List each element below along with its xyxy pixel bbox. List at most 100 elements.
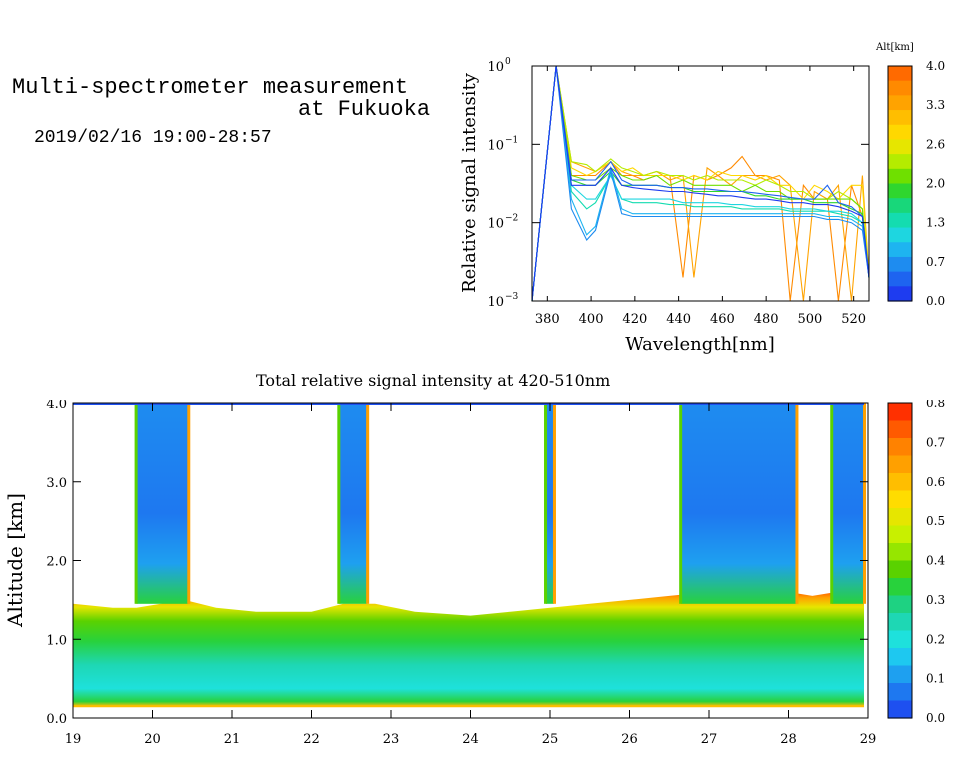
spectrum-series-line <box>531 65 870 302</box>
altitude-colorbar-segment <box>888 271 912 287</box>
intensity-colorbar-tick-label: 0.5 <box>926 514 945 528</box>
spectrum-series-line <box>531 65 870 302</box>
spectrum-x-tick-label: 520 <box>841 312 866 327</box>
heatmap-x-tick-label: 23 <box>383 732 400 747</box>
heatmap-x-tick-label: 27 <box>701 732 718 747</box>
heatmap-x-tick-label: 19 <box>65 732 82 747</box>
altitude-colorbar-tick-label: 4.0 <box>926 59 945 73</box>
high-signal-column <box>832 403 865 604</box>
altitude-colorbar-segment <box>888 286 912 302</box>
altitude-legend-title: Alt[km] <box>875 42 914 53</box>
heatmap-y-tick-label: 0.0 <box>46 712 67 727</box>
intensity-colorbar <box>888 403 912 719</box>
high-signal-column <box>136 403 189 604</box>
spectrum-series-line <box>531 65 870 302</box>
altitude-colorbar-segment <box>888 95 912 111</box>
heatmap-chart: 19 20 21 22 23 24 25 26 27 28 29 0.0 1.0 2.0 3.0 4.0 A… <box>3 400 945 747</box>
altitude-colorbar-segment <box>888 124 912 141</box>
high-signal-column-edge <box>337 403 341 604</box>
intensity-colorbar-segment <box>888 683 912 702</box>
heatmap-x-tick-label: 21 <box>224 732 241 747</box>
heatmap-y-tick-label: 3.0 <box>46 476 67 491</box>
spectrum-series-line <box>531 65 870 302</box>
page-title-line2: at Fukuoka <box>298 97 431 122</box>
high-signal-column-edge <box>830 403 834 604</box>
intensity-colorbar-tick-label: 0.2 <box>926 632 945 646</box>
spectrum-x-tick-label: 460 <box>710 312 735 327</box>
altitude-colorbar-segment <box>888 198 912 214</box>
spectrum-x-tick-label: 400 <box>579 312 604 327</box>
altitude-colorbar-tick-label: 0.0 <box>926 294 945 308</box>
altitude-colorbar-tick-label: 0.7 <box>926 255 945 269</box>
spectrum-y-tick-exponent: −3 <box>505 292 519 302</box>
intensity-colorbar-segment <box>888 560 912 579</box>
heatmap-x-ticks: 19 20 21 22 23 24 25 26 27 28 29 <box>65 403 877 747</box>
heatmap-x-tick-label: 22 <box>303 732 320 747</box>
altitude-colorbar-segment <box>888 212 912 229</box>
spectrum-y-tick-label: 10 <box>487 138 504 153</box>
heatmap-y-tick-label: 2.0 <box>46 555 67 570</box>
altitude-colorbar-segment <box>888 242 912 258</box>
spectrum-y-tick-exponent: 0 <box>505 57 511 67</box>
altitude-colorbar-segment <box>888 139 912 155</box>
intensity-colorbar-ticks: 0.8 0.7 0.6 0.5 0.4 0.3 0.2 0.1 0.0 <box>926 400 945 725</box>
intensity-colorbar-segment <box>888 508 912 527</box>
page-title-line1: Multi-spectrometer measurement <box>12 75 409 100</box>
altitude-colorbar-segment <box>888 227 912 243</box>
spectrum-frame <box>531 65 870 302</box>
altitude-colorbar <box>888 66 912 302</box>
intensity-colorbar-segment <box>888 490 912 509</box>
intensity-colorbar-segment <box>888 543 912 562</box>
intensity-colorbar-tick-label: 0.3 <box>926 593 945 607</box>
spectrum-series-line <box>531 65 870 302</box>
heatmap-x-tick-label: 26 <box>621 732 638 747</box>
spectrum-x-tick-label: 500 <box>798 312 823 327</box>
spectrum-y-tick-exponent: −1 <box>505 135 518 145</box>
high-signal-column-edge <box>795 403 799 604</box>
spectrum-x-tick-label: 380 <box>535 312 560 327</box>
spectrum-lines <box>531 65 870 302</box>
high-signal-column-edge <box>679 403 683 604</box>
spectrum-series-line <box>531 65 870 302</box>
intensity-colorbar-segment <box>888 403 912 422</box>
intensity-colorbar-tick-label: 0.8 <box>926 400 945 410</box>
high-signal-column <box>546 403 554 604</box>
intensity-colorbar-segment <box>888 438 912 457</box>
altitude-colorbar-segment <box>888 154 912 170</box>
intensity-colorbar-segment <box>888 700 912 719</box>
intensity-colorbar-segment <box>888 473 912 492</box>
heatmap-title: Total relative signal intensity at 420-5… <box>256 371 611 390</box>
spectrum-series-line <box>531 65 870 302</box>
high-signal-column <box>339 403 368 604</box>
spectrum-y-tick-exponent: −2 <box>505 214 518 224</box>
altitude-colorbar-tick-label: 1.3 <box>926 216 945 230</box>
heatmap-x-tick-label: 29 <box>860 732 877 747</box>
altitude-colorbar-segment <box>888 110 912 126</box>
intensity-colorbar-tick-label: 0.1 <box>926 672 945 686</box>
spectrum-series-line <box>531 65 870 302</box>
heatmap-y-ticks: 0.0 1.0 2.0 3.0 4.0 <box>46 400 868 727</box>
intensity-colorbar-segment <box>888 665 912 684</box>
altitude-colorbar-frame <box>887 65 913 302</box>
intensity-colorbar-tick-label: 0.4 <box>926 554 945 568</box>
spectrum-y-tick-label: 10 <box>487 60 504 75</box>
intensity-colorbar-segment <box>888 525 912 544</box>
boundary-layer-band <box>73 588 864 707</box>
altitude-colorbar-tick-label: 2.6 <box>926 137 945 151</box>
heatmap-x-tick-label: 20 <box>144 732 161 747</box>
altitude-colorbar-segment <box>888 66 912 82</box>
spectrum-x-label: Wavelength[nm] <box>625 334 775 355</box>
intensity-colorbar-tick-label: 0.7 <box>926 435 945 449</box>
high-signal-column-edge <box>544 403 548 604</box>
spectrum-x-tick-label: 420 <box>622 312 647 327</box>
heatmap-x-tick-label: 25 <box>542 732 559 747</box>
spectrum-series-line <box>531 65 870 302</box>
datetime-range: 2019/02/16 19:00-28:57 <box>34 128 272 148</box>
spectrum-y-tick-label: 10 <box>487 295 504 310</box>
altitude-colorbar-ticks: 4.0 3.3 2.6 2.0 1.3 0.7 0.0 <box>926 59 945 308</box>
spectrum-y-label: Relative signal intensity <box>459 72 480 293</box>
altitude-colorbar-segment <box>888 80 912 96</box>
high-signal-column-edge <box>134 403 138 604</box>
intensity-colorbar-segment <box>888 630 912 649</box>
